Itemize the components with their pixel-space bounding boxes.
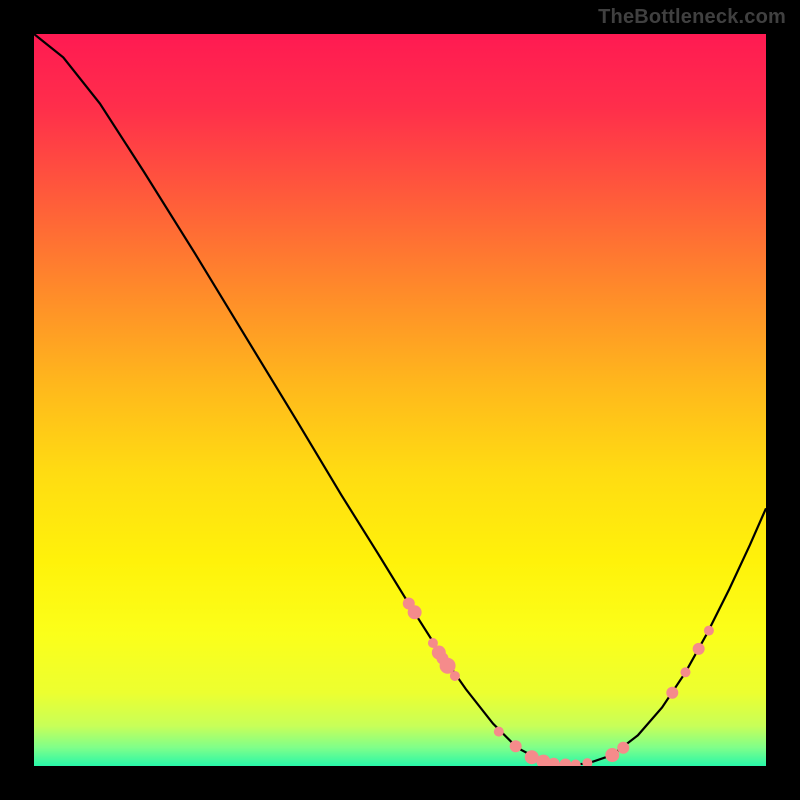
data-marker <box>450 671 460 681</box>
chart-svg <box>34 34 766 766</box>
data-marker <box>494 727 504 737</box>
data-marker <box>510 740 522 752</box>
data-marker <box>605 748 619 762</box>
data-marker <box>704 626 714 636</box>
data-marker <box>680 667 690 677</box>
data-marker <box>408 605 422 619</box>
plot-area <box>34 34 766 766</box>
gradient-background <box>34 34 766 766</box>
data-marker <box>617 742 629 754</box>
watermark-text: TheBottleneck.com <box>598 6 786 29</box>
data-marker <box>693 643 705 655</box>
chart-frame: TheBottleneck.com <box>0 0 800 800</box>
data-marker <box>666 687 678 699</box>
